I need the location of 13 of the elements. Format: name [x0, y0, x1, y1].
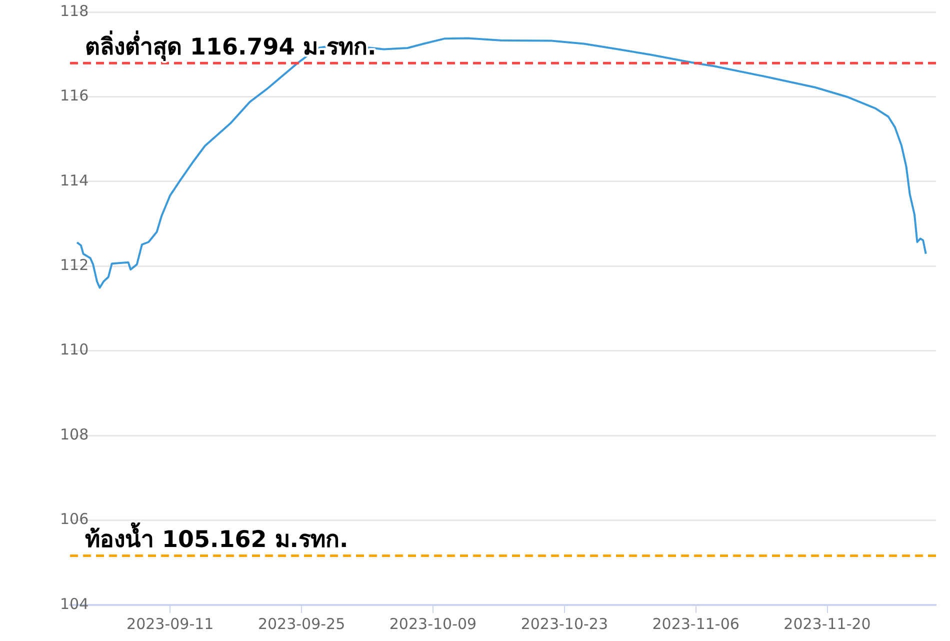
y-tick-label: 118	[60, 2, 89, 20]
y-tick-label: 112	[60, 256, 89, 274]
y-tick-label: 108	[60, 425, 89, 444]
x-tick-label: 2023-09-25	[258, 614, 346, 633]
x-tick-label: 2023-10-23	[520, 614, 608, 633]
x-tick-label: 2023-09-11	[126, 614, 214, 633]
x-tick-label: 2023-11-20	[784, 614, 871, 633]
y-tick-label: 110	[60, 340, 89, 359]
x-tick-label: 2023-10-09	[389, 614, 477, 633]
y-tick-label: 116	[60, 86, 89, 105]
x-tick-label: 2023-11-06	[652, 614, 740, 633]
y-tick-label: 114	[60, 171, 89, 190]
y-tick-label: 104	[60, 594, 89, 613]
